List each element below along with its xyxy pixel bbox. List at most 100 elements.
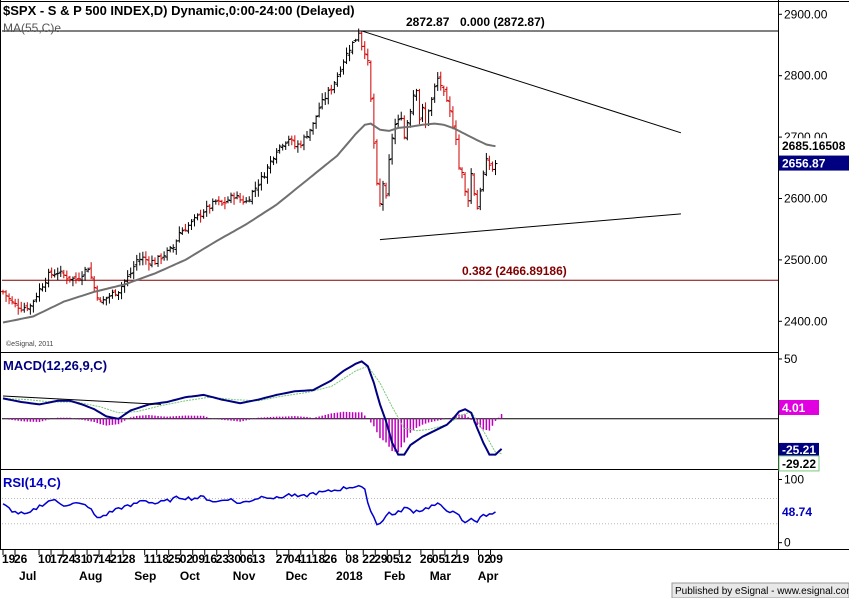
- x-axis-month-label: Sep: [134, 569, 156, 583]
- ohlc-bar: [168, 245, 173, 253]
- ohlc-bar: [405, 120, 410, 141]
- ohlc-bar: [274, 148, 279, 164]
- macd-trendline: [2, 395, 162, 405]
- ohlc-bar: [460, 167, 465, 179]
- signal-value-badge-text: -29.22: [782, 457, 816, 471]
- ohlc-bar: [22, 302, 27, 313]
- x-axis-month-label: 2018: [336, 569, 363, 583]
- x-axis-day-label: 07: [86, 552, 100, 566]
- ohlc-bar: [52, 269, 57, 278]
- ma-value-badge-text: 2685.16508: [782, 139, 846, 153]
- ohlc-bar: [472, 173, 477, 196]
- ohlc-bar: [365, 48, 370, 66]
- ohlc-bar: [195, 213, 200, 221]
- ohlc-bar: [256, 179, 261, 197]
- triangle-lower-line: [379, 213, 681, 241]
- ohlc-bar: [381, 180, 385, 211]
- ohlc-bar: [134, 254, 139, 271]
- ohlc-bar: [280, 143, 285, 151]
- ohlc-bar: [159, 253, 164, 265]
- ohlc-bar: [268, 156, 273, 174]
- x-axis-month-label: Oct: [180, 569, 200, 583]
- ohlc-bar: [46, 268, 51, 288]
- ohlc-bar: [493, 160, 498, 176]
- ohlc-bar: [289, 135, 294, 146]
- ohlc-bar: [180, 227, 185, 235]
- ohlc-bar: [265, 164, 270, 184]
- ohlc-bar: [338, 66, 343, 78]
- x-axis-day-label: 13: [252, 552, 266, 566]
- price-axis-label: 2800.00: [784, 69, 828, 83]
- chart-title: $SPX - S & P 500 INDEX,D) Dynamic,0:00-2…: [3, 3, 355, 18]
- rsi-value-badge-text: 48.74: [782, 505, 812, 519]
- x-axis-month-label: Dec: [286, 569, 308, 583]
- ohlc-bar: [317, 102, 322, 118]
- rsi-line: [2, 484, 496, 526]
- ohlc-bar: [457, 134, 461, 170]
- x-axis-day-label: 04: [288, 552, 302, 566]
- x-axis-day-label: 30: [228, 552, 242, 566]
- x-axis-day-label: 11: [144, 552, 157, 566]
- ohlc-bar: [89, 262, 94, 280]
- x-axis-month-label: Nov: [233, 569, 256, 583]
- x-axis-day-label: 09: [490, 552, 504, 566]
- ma-value-badge-bg: [779, 138, 849, 154]
- ohlc-bar: [241, 195, 246, 205]
- x-axis-day-label: 18: [156, 552, 170, 566]
- ma-value-badge: 2685.16508: [779, 138, 849, 154]
- macd-value-badge: -25.21: [779, 442, 819, 457]
- price-bars: [1, 28, 498, 315]
- ohlc-bar: [253, 181, 258, 198]
- ohlc-bar: [481, 170, 486, 192]
- ohlc-bar: [146, 256, 151, 271]
- fib-0-label: 0.000 (2872.87): [460, 15, 545, 29]
- rsi-value-badge: 48.74: [779, 503, 824, 519]
- macd-value-badge-bg: [779, 442, 819, 456]
- rsi-title: RSI(14,C): [3, 475, 61, 490]
- published-by-footer: Published by eSignal - www.esignal.com: [675, 586, 849, 597]
- x-axis-day-label: 24: [62, 552, 76, 566]
- x-axis-day-label: 12: [398, 552, 412, 566]
- x-axis-day-label: 22: [362, 552, 376, 566]
- rsi-axis-label: 0: [784, 536, 791, 550]
- x-axis-day-label: 09: [192, 552, 206, 566]
- high-value-label: 2872.87: [406, 15, 450, 29]
- x-axis-day-label: 26: [324, 552, 338, 566]
- last-price-badge: 2656.87: [779, 155, 849, 171]
- macd-histogram-value-badge: 4.01: [779, 399, 819, 415]
- x-axis-day-label: 10: [38, 552, 52, 566]
- signal-value-badge-bg: [778, 455, 820, 472]
- ohlc-bar: [156, 255, 161, 267]
- x-axis-day-label: 05: [432, 552, 446, 566]
- ohlc-bar: [350, 41, 355, 55]
- macd-value-badge-text: -25.21: [782, 443, 816, 457]
- x-axis-day-label: 26: [14, 552, 28, 566]
- ohlc-bar: [213, 199, 218, 205]
- ohlc-bar: [393, 118, 398, 145]
- ohlc-bar: [371, 93, 376, 149]
- ohlc-bar: [13, 298, 18, 308]
- x-axis-day-label: 08: [345, 552, 359, 566]
- triangle-upper-line: [361, 30, 682, 134]
- ohlc-bar: [189, 219, 194, 231]
- ma-label: MA(55,C)e: [3, 21, 61, 35]
- ohlc-bar: [271, 156, 276, 166]
- ohlc-bar: [37, 283, 42, 302]
- ohlc-bar: [332, 81, 337, 94]
- ohlc-bar: [368, 60, 373, 103]
- last-price-badge-bg: [779, 155, 849, 171]
- ohlc-bar: [362, 41, 367, 60]
- ohlc-bar: [128, 267, 133, 279]
- x-axis-month-label: Aug: [79, 569, 102, 583]
- macd-histogram-badge-text: 4.01: [782, 401, 806, 415]
- ohlc-bar: [25, 302, 30, 312]
- x-axis-day-label: 26: [420, 552, 434, 566]
- ohlc-bar: [183, 223, 188, 232]
- macd-title: MACD(12,26,9,C): [3, 358, 107, 373]
- x-axis-day-label: 27: [276, 552, 290, 566]
- ohlc-bar: [113, 289, 118, 297]
- ohlc-bar: [222, 197, 227, 210]
- ohlc-bar: [98, 297, 103, 303]
- price-axis-label: 2600.00: [784, 191, 828, 205]
